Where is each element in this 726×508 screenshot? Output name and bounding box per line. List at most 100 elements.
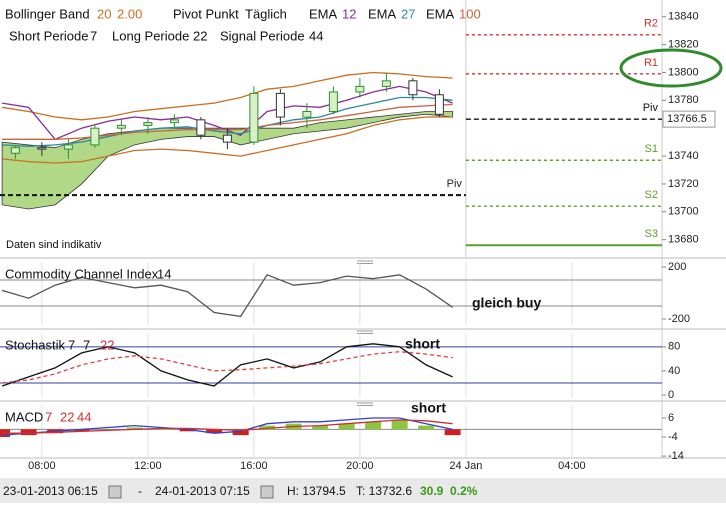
- y-tick-label: 13680: [668, 234, 699, 246]
- y-tick-label: 40: [668, 365, 680, 377]
- pivot-label: R2: [644, 18, 658, 30]
- status-to: 24-01-2013 07:15: [155, 484, 250, 498]
- histogram-bar: [312, 425, 329, 430]
- x-tick-label: 08:00: [28, 460, 56, 472]
- legend-text: Long Periode: [112, 28, 189, 43]
- candle-body: [408, 80, 418, 96]
- legend-text: Bollinger Band: [5, 6, 90, 21]
- legend-text: 7: [90, 28, 97, 43]
- y-tick-label: 13780: [668, 94, 699, 106]
- legend-text: 44: [309, 28, 323, 43]
- pivot-label: Piv: [447, 178, 463, 190]
- panel-param: 7: [83, 337, 90, 352]
- y-tick-label: 0: [668, 389, 674, 401]
- legend-text: 27: [401, 6, 415, 21]
- legend-text: Täglich: [245, 6, 287, 21]
- histogram-bar: [100, 429, 117, 430]
- candle-body: [275, 92, 285, 118]
- panel-param: 22: [60, 409, 74, 424]
- legend-text: EMA: [368, 6, 397, 21]
- histogram-bar: [365, 421, 382, 430]
- candle-body: [90, 127, 100, 146]
- pivot-label: S2: [645, 189, 658, 201]
- highlight-ellipse: [619, 48, 723, 88]
- status-texts: 23-01-2013 06:15 - 24-01-2013 07:15 H: 1…: [3, 484, 478, 499]
- panel-title: MACD: [5, 409, 43, 424]
- y-tick-label: 13720: [668, 178, 699, 190]
- histogram-bar: [259, 425, 276, 430]
- legend-text: 12: [342, 6, 356, 21]
- histogram-bar: [73, 429, 90, 432]
- indicator-line: [1, 343, 453, 387]
- histogram-bar: [232, 429, 249, 436]
- candle-body: [355, 85, 365, 93]
- panel-param: 7: [68, 337, 75, 352]
- status-low: T: 13732.6: [356, 484, 412, 498]
- y-tick-label: 13820: [668, 38, 699, 50]
- y-tick-label: -14: [668, 450, 684, 462]
- histogram-bar: [338, 423, 355, 430]
- y-tick-label: 6: [668, 412, 674, 424]
- legend-text: 22: [193, 28, 207, 43]
- panel-param: 7: [45, 409, 52, 424]
- status-high: H: 13794.5: [287, 484, 346, 498]
- annotation: gleich buy: [472, 295, 541, 311]
- y-tick-label: 13840: [668, 11, 699, 23]
- y-tick-label: 13700: [668, 206, 699, 218]
- histogram-bar: [418, 425, 435, 430]
- status-separator: -: [138, 484, 142, 498]
- calendar-icon[interactable]: [260, 485, 274, 499]
- pivot-label: S1: [645, 143, 658, 155]
- indicator-line: [2, 351, 453, 384]
- histogram-bar: [444, 429, 461, 436]
- candle-body: [37, 147, 47, 150]
- annotation: Daten sind indikativ: [6, 239, 102, 251]
- panel-param: 22: [100, 337, 114, 352]
- histogram-bar: [179, 429, 196, 432]
- legend-text: 100: [459, 6, 481, 21]
- candle-body: [196, 119, 206, 136]
- candle-body: [249, 92, 259, 143]
- legend-text: Pivot Punkt: [173, 6, 239, 21]
- indicator-line: [2, 419, 453, 434]
- annotation: short: [405, 336, 440, 352]
- histogram-bar: [206, 429, 223, 434]
- bollinger-lower: [2, 116, 453, 164]
- legend-text: 2.00: [117, 6, 142, 21]
- legend-text: 20: [97, 6, 111, 21]
- candle-body: [434, 94, 444, 115]
- panel-param: 44: [77, 409, 91, 424]
- pivot-label: S3: [645, 228, 658, 240]
- candle-body: [169, 119, 179, 124]
- status-change: 30.9: [420, 484, 444, 498]
- x-tick-label: 24 Jan: [449, 460, 482, 472]
- calendar-icon[interactable]: [108, 485, 122, 499]
- histogram-bar: [391, 419, 408, 430]
- indicator-line: [1, 273, 453, 318]
- candle-body: [63, 144, 73, 150]
- y-tick-label: 13740: [668, 150, 699, 162]
- legend-text: Signal Periode: [220, 28, 305, 43]
- x-tick-label: 20:00: [346, 460, 374, 472]
- histogram-bar: [126, 427, 143, 430]
- histogram-bar: [20, 429, 37, 436]
- legend-text: EMA: [309, 6, 338, 21]
- panel-title: Stochastik: [5, 337, 65, 352]
- candle-body: [222, 134, 232, 143]
- panel-param: 14: [157, 266, 171, 281]
- pivot-label: Piv: [643, 102, 659, 114]
- y-tick-label: 13800: [668, 66, 699, 78]
- y-tick-label: -200: [668, 313, 690, 325]
- last-price-label: 13766.5: [667, 113, 707, 125]
- y-tick-label: 80: [668, 341, 680, 353]
- legend-text: Short Periode: [9, 28, 89, 43]
- candle-body: [328, 91, 338, 112]
- candle-body: [302, 110, 312, 118]
- candle-body: [143, 122, 153, 126]
- pivot-label: R1: [644, 57, 658, 69]
- x-tick-label: 04:00: [558, 460, 586, 472]
- last-price-box: [662, 110, 716, 128]
- status-from: 23-01-2013 06:15: [3, 484, 98, 498]
- panel-title: Commodity Channel Index: [5, 266, 159, 281]
